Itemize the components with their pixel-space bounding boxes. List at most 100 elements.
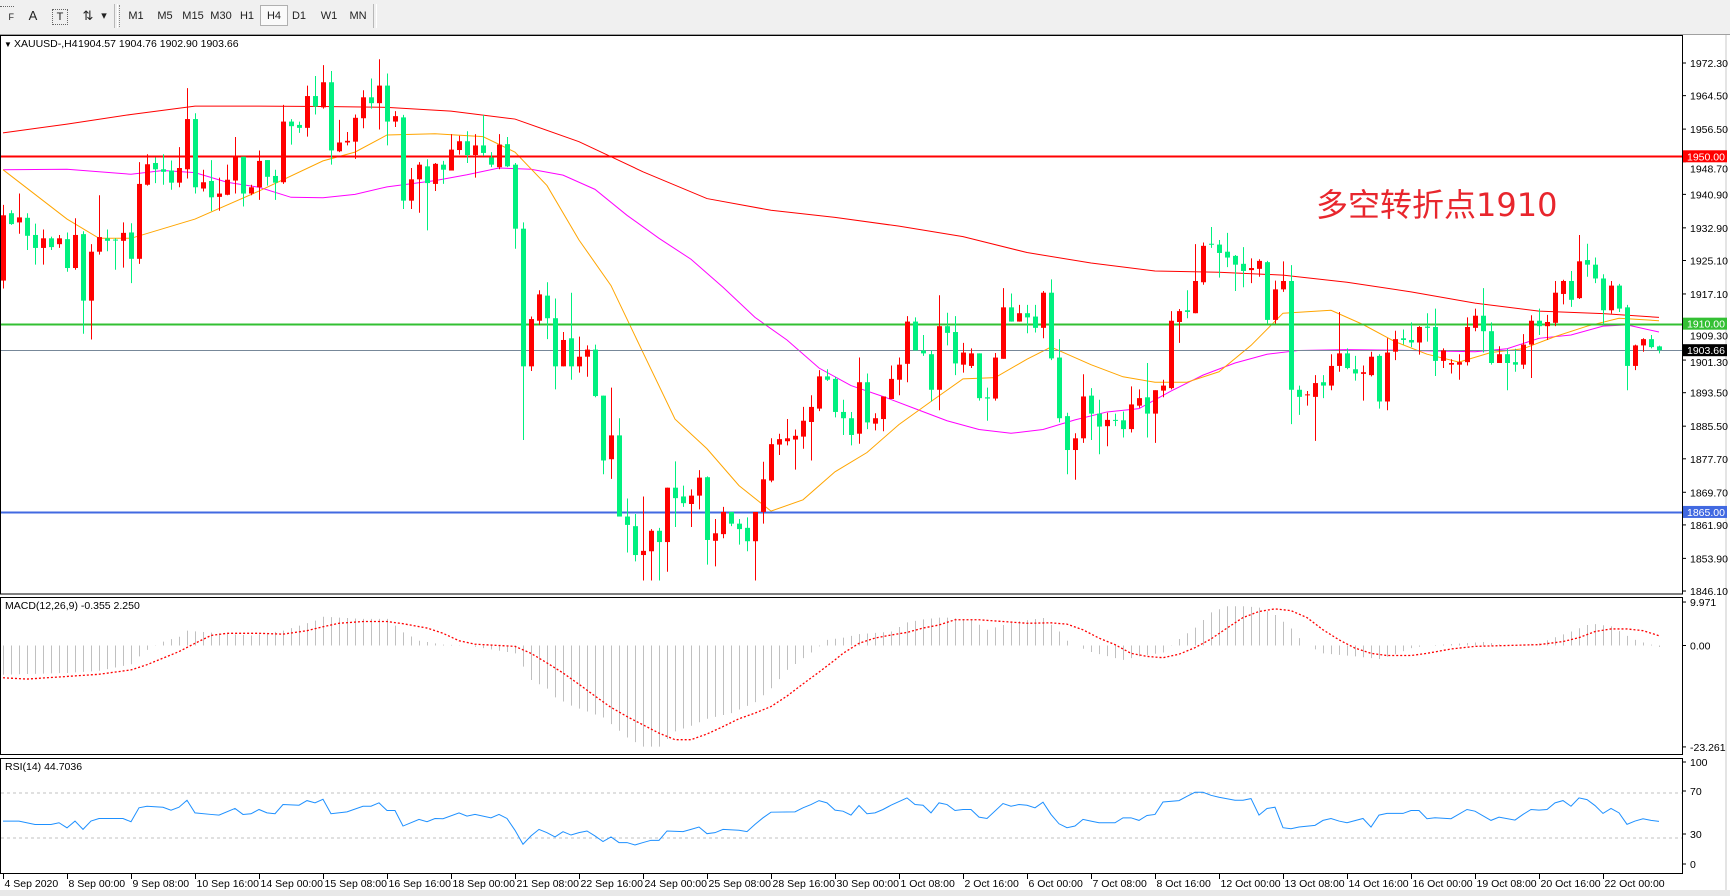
candle-body: [1641, 339, 1646, 346]
candle: [1537, 308, 1542, 335]
candle: [1401, 329, 1406, 345]
candle: [673, 461, 678, 528]
candle-body: [841, 411, 846, 419]
candle: [41, 229, 46, 265]
collapse-arrow-icon: ▼: [4, 40, 12, 49]
toolbar-gripper[interactable]: [119, 5, 123, 27]
candle-body: [241, 156, 246, 194]
time-tick-label: 30 Sep 00:00: [837, 878, 900, 890]
candle: [273, 169, 278, 200]
candle: [209, 160, 214, 212]
candle: [1553, 280, 1558, 327]
candle-body: [441, 164, 446, 170]
text-label-icon[interactable]: A: [25, 6, 41, 26]
candle: [1177, 309, 1182, 343]
candle-body: [1137, 398, 1142, 406]
candle-body: [57, 238, 62, 245]
candle: [1417, 326, 1422, 355]
candle: [345, 132, 350, 146]
candle: [1593, 257, 1598, 284]
candle-body: [1081, 396, 1086, 439]
candle: [1025, 304, 1030, 334]
candle: [1385, 338, 1390, 411]
time-tick-label: 12 Oct 00:00: [1221, 878, 1281, 890]
candle-body: [433, 163, 438, 184]
timeframe-m15-button[interactable]: M15: [182, 10, 204, 22]
candle-body: [721, 511, 726, 535]
candle-body: [297, 124, 302, 128]
candle-body: [449, 149, 454, 171]
candle: [665, 487, 670, 572]
candle-body: [569, 338, 574, 367]
time-tick-label: 14 Oct 16:00: [1349, 878, 1409, 890]
candle: [1017, 304, 1022, 322]
time-tick-label: 16 Sep 16:00: [389, 878, 452, 890]
candle: [289, 119, 294, 145]
candle-body: [1481, 315, 1486, 332]
candle-body: [1409, 339, 1414, 343]
fibo-fan-icon[interactable]: F: [0, 6, 14, 27]
candle: [641, 496, 646, 581]
arrows-glyph: ⇅: [82, 8, 94, 23]
timeframe-w1-button[interactable]: W1: [320, 10, 338, 22]
candle: [1633, 344, 1638, 371]
dropdown-icon[interactable]: ▾: [99, 6, 109, 26]
candle-body: [1289, 280, 1294, 390]
price-tag-label: 1950.00: [1687, 151, 1725, 163]
annotation-text: 多空转折点1910: [1316, 186, 1558, 224]
arrows-icon[interactable]: ⇅: [80, 6, 96, 26]
timeframe-mn-button[interactable]: MN: [349, 10, 367, 22]
candle: [1305, 391, 1310, 406]
candle: [1281, 261, 1286, 292]
candle: [521, 222, 526, 440]
candle-body: [1601, 278, 1606, 311]
candle: [1313, 375, 1318, 441]
candle-body: [385, 85, 390, 122]
price-tick-label: 1877.70: [1690, 454, 1728, 466]
candle-body: [833, 378, 838, 412]
candle: [177, 147, 182, 188]
candle-body: [729, 511, 734, 524]
timeframe-m1-button[interactable]: M1: [128, 10, 144, 22]
candle-body: [217, 193, 222, 197]
candle: [1041, 291, 1046, 339]
rsi-tick-label: 100: [1690, 757, 1708, 769]
candle: [1321, 375, 1326, 399]
candle: [33, 223, 38, 265]
candle: [1257, 259, 1262, 277]
time-tick-label: 19 Oct 08:00: [1477, 878, 1537, 890]
timeframe-m5-button[interactable]: M5: [157, 10, 173, 22]
price-tag-label: 1910.00: [1687, 319, 1725, 331]
time-tick-label: 13 Oct 08:00: [1285, 878, 1345, 890]
timeframe-m30-button[interactable]: M30: [210, 10, 232, 22]
candle: [153, 157, 158, 184]
candle-body: [1489, 331, 1494, 363]
candle: [393, 111, 398, 128]
candle-body: [1393, 339, 1398, 352]
timeframe-h1-button[interactable]: H1: [239, 10, 255, 22]
candle-body: [9, 213, 14, 225]
price-tick-label: 1948.70: [1690, 163, 1728, 175]
candle: [1241, 247, 1246, 288]
text-box-icon[interactable]: T: [52, 9, 68, 25]
candle: [489, 152, 494, 168]
time-tick-label: 7 Oct 08:00: [1093, 878, 1147, 890]
candle-body: [753, 511, 758, 542]
candle-body: [889, 378, 894, 399]
candle: [1, 204, 6, 289]
macd-tick-label: 0.00: [1690, 641, 1711, 653]
candle-body: [609, 435, 614, 460]
candle: [1601, 274, 1606, 325]
candle-body: [489, 157, 494, 165]
candle: [513, 162, 518, 249]
candle-body: [377, 85, 382, 104]
candle: [193, 113, 198, 194]
timeframe-d1-button[interactable]: D1: [291, 10, 307, 22]
candle-body: [25, 217, 30, 236]
time-tick-label: 9 Sep 08:00: [133, 878, 190, 890]
timeframe-h4-button[interactable]: H4: [260, 5, 288, 26]
candle-body: [985, 397, 990, 399]
candle-body: [585, 349, 590, 357]
candle: [889, 365, 894, 399]
